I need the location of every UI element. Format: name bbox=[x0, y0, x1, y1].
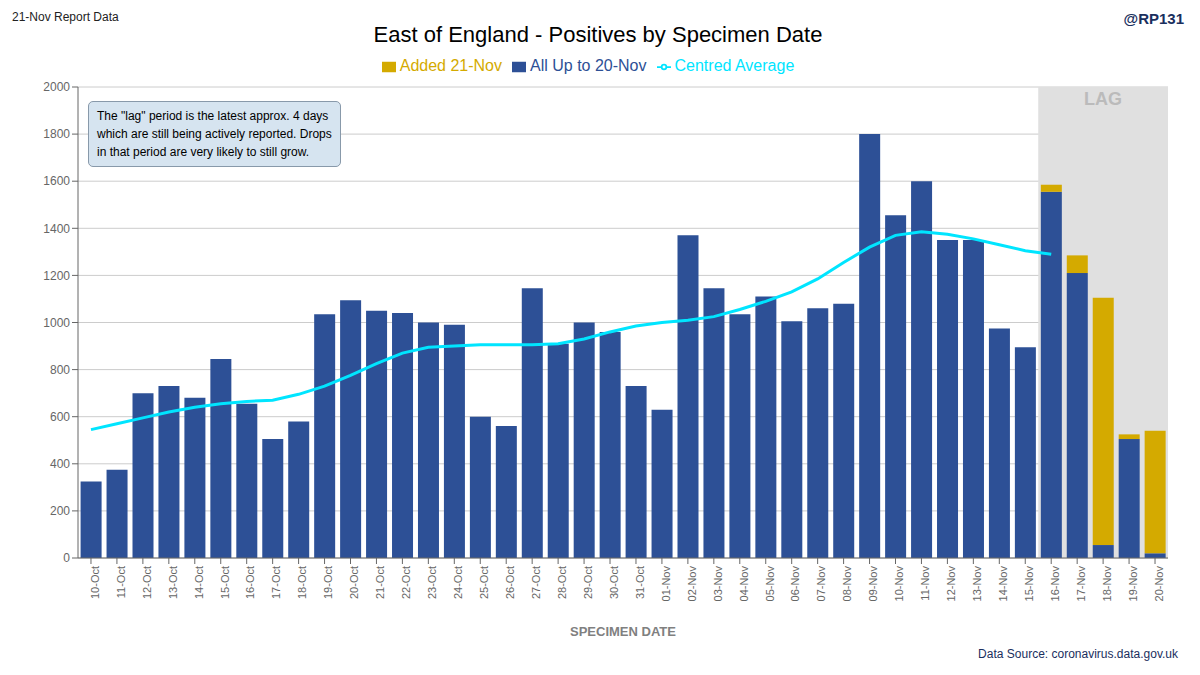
svg-text:30-Oct: 30-Oct bbox=[608, 566, 620, 599]
svg-text:12-Nov: 12-Nov bbox=[945, 566, 957, 602]
html-text:East of England - Positives by: East of England - Positives by Specimen … bbox=[373, 22, 823, 47]
svg-text:15-Oct: 15-Oct bbox=[219, 566, 231, 599]
html-text:Data Source: coronavirus.data.: Data Source: coronavirus.data.gov.uk bbox=[978, 647, 1178, 661]
svg-text:31-Oct: 31-Oct bbox=[634, 566, 646, 599]
svg-text:15-Nov: 15-Nov bbox=[1023, 566, 1035, 602]
svg-text:17-Oct: 17-Oct bbox=[270, 566, 282, 599]
svg-text:600: 600 bbox=[50, 410, 70, 424]
svg-text:800: 800 bbox=[50, 363, 70, 377]
html-text:21-Nov Report Data: 21-Nov Report Data bbox=[12, 10, 119, 24]
svg-text:17-Nov: 17-Nov bbox=[1075, 566, 1087, 602]
svg-text:19-Nov: 19-Nov bbox=[1127, 566, 1139, 602]
svg-text:04-Nov: 04-Nov bbox=[738, 566, 750, 602]
svg-text:29-Oct: 29-Oct bbox=[582, 566, 594, 599]
svg-text:03-Nov: 03-Nov bbox=[712, 566, 724, 602]
svg-text:13-Nov: 13-Nov bbox=[971, 566, 983, 602]
svg-text:23-Oct: 23-Oct bbox=[426, 566, 438, 599]
svg-text:1800: 1800 bbox=[43, 127, 70, 141]
html-text:All Up to 20-Nov: All Up to 20-Nov bbox=[530, 57, 647, 74]
svg-text:06-Nov: 06-Nov bbox=[790, 566, 802, 602]
svg-text:0: 0 bbox=[63, 551, 70, 565]
svg-text:22-Oct: 22-Oct bbox=[400, 566, 412, 599]
svg-text:SPECIMEN DATE: SPECIMEN DATE bbox=[570, 624, 676, 639]
svg-text:02-Nov: 02-Nov bbox=[686, 566, 698, 602]
svg-text:18-Nov: 18-Nov bbox=[1101, 566, 1113, 602]
svg-text:11-Nov: 11-Nov bbox=[919, 566, 931, 601]
svg-text:07-Nov: 07-Nov bbox=[815, 566, 827, 602]
svg-text:05-Nov: 05-Nov bbox=[764, 566, 776, 602]
svg-text:200: 200 bbox=[50, 504, 70, 518]
svg-text:13-Oct: 13-Oct bbox=[167, 566, 179, 599]
svg-text:28-Oct: 28-Oct bbox=[556, 566, 568, 599]
html-text:The "lag" period is the latest: The "lag" period is the latest approx. 4… bbox=[97, 109, 332, 159]
html-text:Centred Average: Centred Average bbox=[674, 57, 795, 74]
svg-text:01-Nov: 01-Nov bbox=[660, 566, 672, 602]
svg-text:11-Oct: 11-Oct bbox=[115, 566, 127, 598]
svg-text:18-Oct: 18-Oct bbox=[296, 566, 308, 599]
svg-text:12-Oct: 12-Oct bbox=[141, 566, 153, 599]
svg-text:20-Nov: 20-Nov bbox=[1153, 566, 1165, 602]
svg-text:09-Nov: 09-Nov bbox=[867, 566, 879, 602]
svg-text:26-Oct: 26-Oct bbox=[504, 566, 516, 599]
svg-text:10-Oct: 10-Oct bbox=[89, 566, 101, 599]
svg-text:27-Oct: 27-Oct bbox=[530, 566, 542, 599]
svg-text:20-Oct: 20-Oct bbox=[348, 566, 360, 599]
svg-text:14-Oct: 14-Oct bbox=[193, 566, 205, 599]
html-text:Added 21-Nov: Added 21-Nov bbox=[399, 57, 502, 74]
html-text:@RP131: @RP131 bbox=[1123, 10, 1184, 27]
svg-text:21-Oct: 21-Oct bbox=[374, 566, 386, 599]
svg-text:1000: 1000 bbox=[43, 316, 70, 330]
svg-text:19-Oct: 19-Oct bbox=[322, 566, 334, 599]
svg-text:14-Nov: 14-Nov bbox=[997, 566, 1009, 602]
svg-text:1200: 1200 bbox=[43, 269, 70, 283]
svg-text:16-Nov: 16-Nov bbox=[1049, 566, 1061, 602]
svg-text:2000: 2000 bbox=[43, 80, 70, 94]
svg-text:400: 400 bbox=[50, 457, 70, 471]
svg-text:24-Oct: 24-Oct bbox=[452, 566, 464, 599]
svg-text:10-Nov: 10-Nov bbox=[893, 566, 905, 602]
svg-text:25-Oct: 25-Oct bbox=[478, 566, 490, 599]
svg-text:16-Oct: 16-Oct bbox=[245, 566, 257, 599]
svg-text:1400: 1400 bbox=[43, 222, 70, 236]
svg-text:08-Nov: 08-Nov bbox=[841, 566, 853, 602]
svg-text:1600: 1600 bbox=[43, 174, 70, 188]
svg-text:LAG: LAG bbox=[1084, 89, 1122, 109]
